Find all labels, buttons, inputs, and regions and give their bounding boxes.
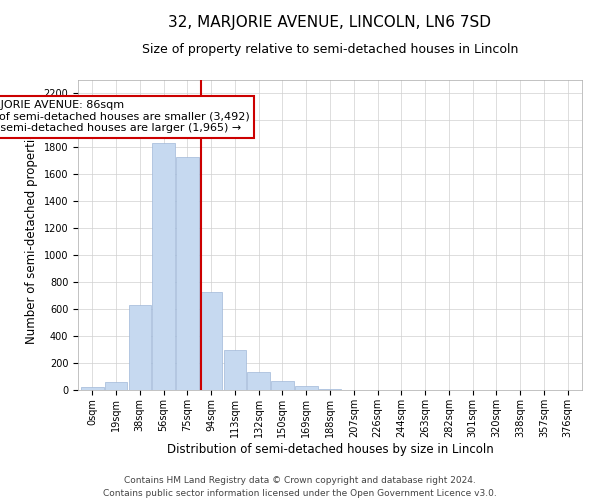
Text: Contains HM Land Registry data © Crown copyright and database right 2024.
Contai: Contains HM Land Registry data © Crown c… <box>103 476 497 498</box>
Bar <box>200 292 223 390</box>
Bar <box>271 381 294 390</box>
Bar <box>319 388 341 390</box>
X-axis label: Distribution of semi-detached houses by size in Lincoln: Distribution of semi-detached houses by … <box>167 442 493 456</box>
Bar <box>128 305 151 390</box>
Text: 32, MARJORIE AVENUE, LINCOLN, LN6 7SD: 32, MARJORIE AVENUE, LINCOLN, LN6 7SD <box>169 15 491 30</box>
Bar <box>105 382 127 390</box>
Bar <box>224 350 246 390</box>
Y-axis label: Number of semi-detached properties: Number of semi-detached properties <box>25 126 38 344</box>
Text: 32 MARJORIE AVENUE: 86sqm
← 63% of semi-detached houses are smaller (3,492)
35% : 32 MARJORIE AVENUE: 86sqm ← 63% of semi-… <box>0 100 250 134</box>
Bar <box>295 386 317 390</box>
Bar <box>152 144 175 390</box>
Text: Size of property relative to semi-detached houses in Lincoln: Size of property relative to semi-detach… <box>142 42 518 56</box>
Bar <box>81 388 104 390</box>
Bar <box>247 372 270 390</box>
Bar <box>176 157 199 390</box>
